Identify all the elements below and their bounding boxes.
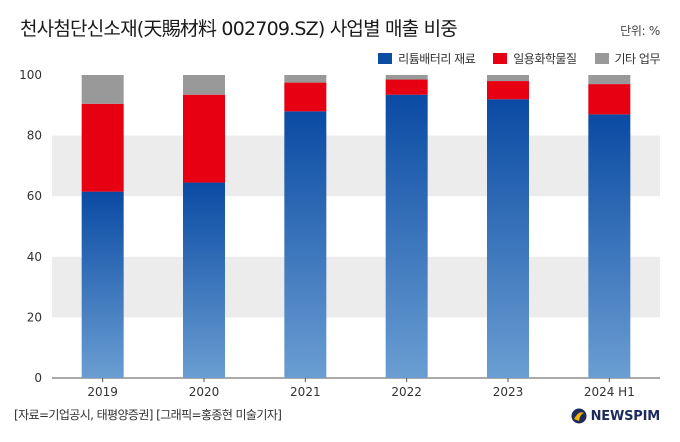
grid-bands — [52, 135, 660, 379]
bar-segment — [81, 103, 124, 192]
chart-title: 천사첨단신소재(天賜材料 002709.SZ) 사업별 매출 비중 — [20, 18, 458, 40]
legend-label-chemical: 일용화학물질 — [513, 52, 577, 66]
legend-item-chemical: 일용화학물질 — [493, 50, 577, 67]
y-tick-label: 0 — [34, 371, 42, 385]
bar-segment — [284, 82, 327, 112]
legend-label-other: 기타 업무 — [614, 52, 661, 66]
legend-label-battery: 리튬배터리 재료 — [398, 52, 476, 66]
y-tick-label: 20 — [27, 310, 42, 324]
y-tick-label: 40 — [27, 250, 42, 264]
legend-item-other: 기타 업무 — [594, 50, 661, 67]
newspim-logo-icon — [571, 408, 587, 424]
grid-band — [52, 256, 660, 318]
bar-segment — [385, 79, 428, 95]
bar-segment — [183, 75, 225, 95]
x-tick-label: 2019 — [87, 385, 118, 399]
y-tick-label: 100 — [19, 68, 42, 82]
bar-segment — [487, 99, 529, 379]
y-tick-label: 60 — [27, 189, 42, 203]
y-tick-label: 80 — [27, 129, 42, 143]
bar-segment — [385, 94, 428, 378]
bar-segment — [183, 94, 225, 183]
bar-segment — [588, 114, 631, 378]
bar-segment — [183, 182, 225, 378]
bar-segment — [81, 191, 124, 378]
source-note: [자료=기업공시, 태평양증권] [그래픽=홍종현 미술기자] — [14, 408, 282, 422]
brand-name: NEWSPIM — [590, 408, 661, 424]
x-tick-label: 2022 — [391, 385, 422, 399]
legend-swatch-chemical — [493, 53, 508, 64]
grid-band — [52, 135, 660, 197]
bar-segment — [81, 75, 124, 104]
bar-segment — [284, 111, 327, 379]
y-axis: 0 20 40 60 80 100 — [19, 68, 42, 385]
legend-swatch-other — [594, 53, 609, 64]
bar-segment — [487, 81, 529, 100]
x-axis: 2019 2020 2021 2022 2023 2024 H1 — [87, 378, 635, 399]
x-tick-label: 2021 — [290, 385, 321, 399]
legend: 리튬배터리 재료 일용화학물질 기타 업무 — [378, 50, 661, 67]
newspim-logo: NEWSPIM — [571, 408, 660, 424]
bar-segment — [588, 84, 631, 115]
legend-swatch-battery — [378, 53, 393, 64]
x-tick-label: 2020 — [189, 385, 220, 399]
x-tick-label: 2023 — [493, 385, 524, 399]
unit-label: 단위: % — [620, 24, 660, 38]
bar-segment — [487, 75, 529, 82]
bar-segment — [588, 75, 631, 85]
x-tick-label: 2024 H1 — [584, 385, 635, 399]
bar-segment — [284, 75, 327, 83]
bar-segment — [385, 75, 428, 80]
legend-item-battery: 리튬배터리 재료 — [378, 50, 476, 67]
bars — [81, 75, 631, 379]
